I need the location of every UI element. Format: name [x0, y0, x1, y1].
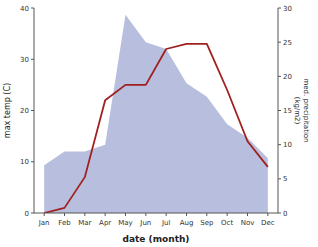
y2-axis-label-line: (kg/m2): [293, 97, 301, 125]
y-tick-label: 10: [20, 158, 29, 166]
y-tick-label: 30: [20, 56, 29, 64]
x-tick-label: Jan: [38, 219, 50, 227]
x-tick-label: Nov: [241, 219, 255, 227]
y2-tick: [278, 213, 281, 214]
x-tick-label: May: [118, 219, 132, 227]
y2-tick-label: 0: [283, 210, 287, 218]
y2-tick: [278, 8, 281, 9]
x-tick: [267, 213, 268, 216]
y-tick-label: 40: [20, 5, 29, 13]
x-tick: [125, 213, 126, 216]
y-tick: [31, 161, 34, 162]
x-tick: [206, 213, 207, 216]
y2-axis-label: med. precipitation(kg/m2): [293, 78, 310, 142]
x-axis-line: [34, 213, 278, 214]
y2-tick-label: 5: [283, 175, 287, 183]
x-tick-label: Dec: [261, 219, 275, 227]
y-axis-label: max temp (C): [3, 83, 12, 138]
y2-tick: [278, 76, 281, 77]
y2-tick-label: 15: [283, 107, 292, 115]
y-tick-label: 20: [20, 107, 29, 115]
x-tick-label: Jun: [139, 219, 151, 227]
x-tick-label: Sep: [200, 219, 214, 227]
x-tick-label: Mar: [78, 219, 91, 227]
x-tick: [227, 213, 228, 216]
x-tick: [64, 213, 65, 216]
x-tick: [166, 213, 167, 216]
x-tick: [247, 213, 248, 216]
x-tick-label: Apr: [99, 219, 111, 227]
x-tick-label: Aug: [180, 219, 194, 227]
chart-svg: 0 10 20 30 40 0 5 10 15 20 25 30 Jan Feb Mar Apr May Jun J…: [0, 0, 318, 247]
chart-container: 0 10 20 30 40 0 5 10 15 20 25 30 Jan Feb Mar Apr May Jun J…: [0, 0, 318, 247]
temperature-line: [44, 44, 268, 213]
axes: 0 10 20 30 40 0 5 10 15 20 25 30 Jan Feb Mar Apr May Jun J…: [20, 5, 292, 228]
x-tick-label: Oct: [221, 219, 233, 227]
x-tick: [84, 213, 85, 216]
rainfall-area: [44, 15, 268, 213]
y2-tick: [278, 42, 281, 43]
x-tick-label: Feb: [58, 219, 71, 227]
y2-tick: [278, 144, 281, 145]
y-tick: [31, 59, 34, 60]
plot-area: [44, 15, 268, 213]
y2-tick-label: 25: [283, 39, 292, 47]
x-tick: [145, 213, 146, 216]
y-tick: [31, 110, 34, 111]
x-tick: [44, 213, 45, 216]
y2-tick-label: 10: [283, 141, 292, 149]
y-tick: [31, 213, 34, 214]
x-axis-label: date (month): [123, 234, 190, 244]
y-tick: [31, 8, 34, 9]
y2-tick: [278, 110, 281, 111]
y2-tick-label: 20: [283, 73, 292, 81]
y2-axis-label-line: med. precipitation: [302, 78, 310, 142]
x-tick: [186, 213, 187, 216]
y2-tick-label: 30: [283, 5, 292, 13]
y-tick-label: 0: [25, 210, 29, 218]
x-tick: [105, 213, 106, 216]
y2-tick: [278, 178, 281, 179]
x-tick-label: Jul: [161, 219, 171, 227]
